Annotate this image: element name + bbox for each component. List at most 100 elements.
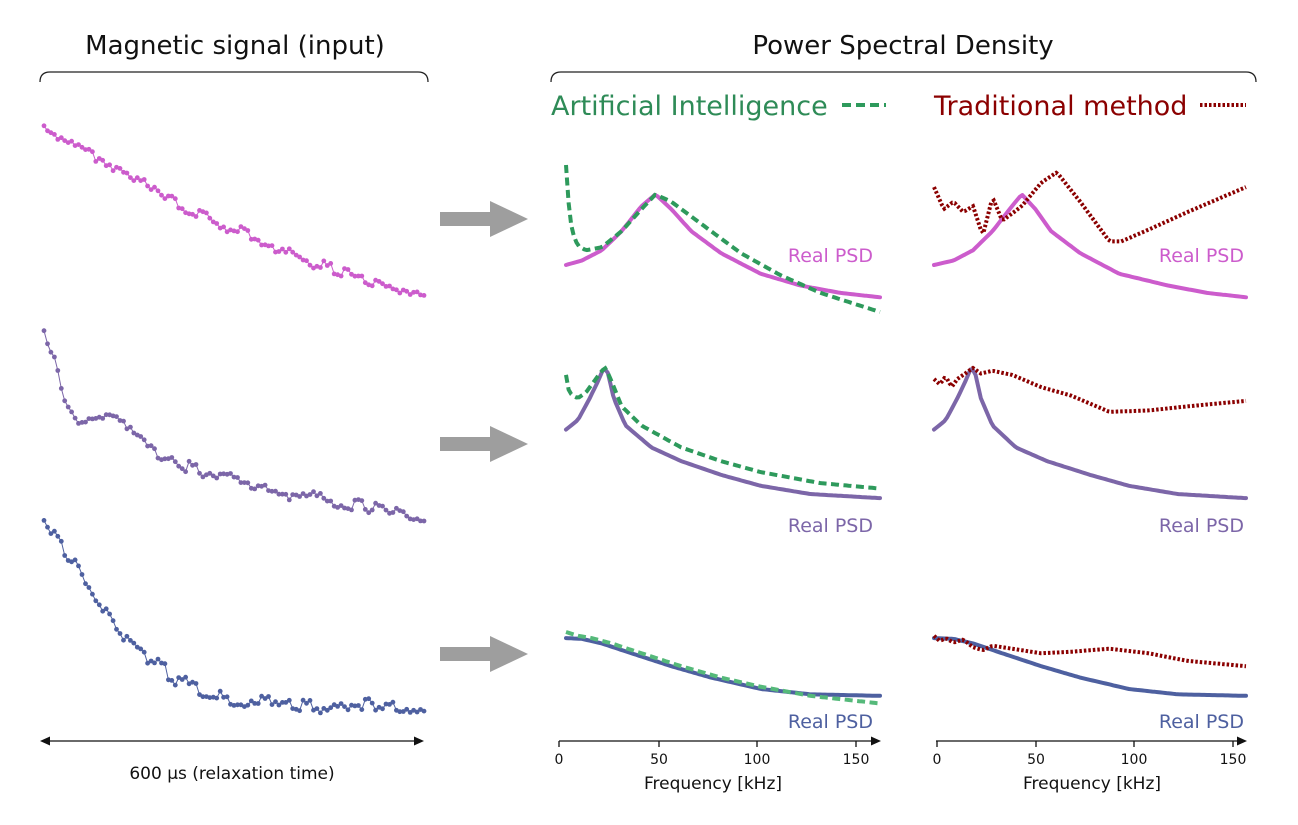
signal-point bbox=[193, 214, 199, 219]
signal-point bbox=[262, 482, 268, 488]
signal-point bbox=[190, 211, 195, 217]
signal-point bbox=[349, 507, 354, 513]
legend-ai-label: Artificial Intelligence bbox=[551, 91, 828, 122]
psd-row-3: Real PSD bbox=[564, 630, 882, 733]
signal-point bbox=[179, 677, 185, 682]
signal-point bbox=[307, 492, 313, 497]
signal-point bbox=[321, 495, 327, 501]
signal-point bbox=[380, 706, 385, 712]
signal-point bbox=[214, 221, 220, 226]
signal-point bbox=[152, 184, 157, 190]
signal-point bbox=[421, 518, 427, 524]
signal-point bbox=[273, 699, 278, 705]
signal-point bbox=[248, 698, 254, 704]
x-tick-label: 150 bbox=[1220, 752, 1247, 768]
psd-row-2: Real PSD bbox=[932, 365, 1248, 537]
ai-psd-line bbox=[564, 365, 881, 491]
signal-point bbox=[276, 702, 282, 708]
right-title: Power Spectral Density bbox=[752, 31, 1053, 61]
signal-point bbox=[394, 287, 399, 293]
real-psd-label: Real PSD bbox=[788, 245, 873, 267]
signal-point bbox=[193, 681, 199, 686]
signal-point bbox=[255, 701, 261, 706]
signal-point bbox=[280, 491, 285, 497]
signal-point bbox=[107, 611, 112, 617]
signal-point bbox=[307, 698, 313, 703]
x-tick-label: 0 bbox=[933, 752, 942, 768]
signal-point bbox=[266, 694, 271, 699]
time-axis-label: 600 μs (relaxation time) bbox=[129, 764, 334, 784]
signal-point bbox=[418, 292, 423, 298]
signal-point bbox=[172, 459, 178, 465]
signal-point bbox=[397, 709, 403, 715]
signal-point bbox=[390, 510, 396, 515]
arrow-icon bbox=[440, 636, 528, 672]
signal-point bbox=[172, 196, 178, 202]
signal-point bbox=[145, 443, 151, 449]
signal-point bbox=[76, 142, 81, 148]
signal-point bbox=[141, 649, 147, 655]
signal-point bbox=[100, 608, 106, 614]
signal-point bbox=[134, 175, 140, 181]
signal-point bbox=[121, 418, 126, 424]
signal-point bbox=[269, 243, 275, 249]
signal-line bbox=[43, 125, 425, 296]
signal-point bbox=[314, 706, 320, 711]
signal-point bbox=[373, 707, 378, 713]
signal-point bbox=[179, 466, 185, 472]
signal-point bbox=[141, 437, 147, 443]
signal-point bbox=[204, 210, 209, 216]
x-tick-label: 50 bbox=[1027, 752, 1045, 768]
signal-point bbox=[52, 354, 57, 360]
signal-point bbox=[107, 162, 112, 168]
signal-point bbox=[79, 420, 85, 425]
signal-point bbox=[407, 292, 413, 297]
signal-point bbox=[255, 237, 261, 243]
signal-point bbox=[356, 273, 361, 279]
signal-point bbox=[183, 469, 189, 475]
signal-point bbox=[286, 497, 292, 503]
signal-point bbox=[242, 480, 247, 485]
signal-point bbox=[338, 701, 344, 706]
signal-point bbox=[269, 702, 275, 707]
signal-point bbox=[245, 480, 251, 486]
signal-point bbox=[252, 701, 258, 706]
signal-point bbox=[110, 618, 116, 624]
x-tick-label: 100 bbox=[1121, 752, 1148, 768]
signal-point bbox=[335, 704, 340, 709]
signal-point bbox=[421, 708, 427, 714]
x-tick-label: 150 bbox=[843, 752, 870, 768]
signal-point bbox=[418, 518, 423, 524]
signal-point bbox=[114, 626, 119, 632]
signal-point bbox=[93, 159, 99, 164]
signal-point bbox=[76, 563, 81, 569]
signal-point bbox=[148, 187, 154, 193]
signal-point bbox=[383, 284, 389, 289]
signal-point bbox=[228, 471, 233, 476]
signal-point bbox=[328, 498, 334, 504]
signal-point bbox=[366, 696, 372, 702]
signal-point bbox=[176, 675, 182, 680]
real-psd-label: Real PSD bbox=[788, 515, 873, 537]
signal-point bbox=[314, 493, 320, 499]
signal-point bbox=[169, 678, 175, 683]
signal-point bbox=[152, 446, 157, 452]
signal-point bbox=[45, 524, 50, 530]
left-title: Magnetic signal (input) bbox=[85, 31, 385, 61]
signal-point bbox=[276, 249, 282, 254]
signal-point bbox=[352, 273, 358, 279]
ai-psd-line bbox=[564, 164, 881, 314]
signal-point bbox=[41, 123, 47, 129]
signal-point bbox=[183, 674, 189, 680]
signal-point bbox=[300, 491, 306, 496]
signal-point bbox=[311, 489, 316, 495]
signal-point bbox=[324, 707, 330, 713]
signal-point bbox=[103, 412, 109, 418]
signal-point bbox=[79, 572, 85, 577]
signal-point bbox=[79, 144, 85, 150]
signal-point bbox=[369, 283, 375, 289]
signal-point bbox=[376, 279, 382, 284]
signal-point bbox=[245, 228, 251, 233]
signal-point bbox=[41, 328, 47, 334]
